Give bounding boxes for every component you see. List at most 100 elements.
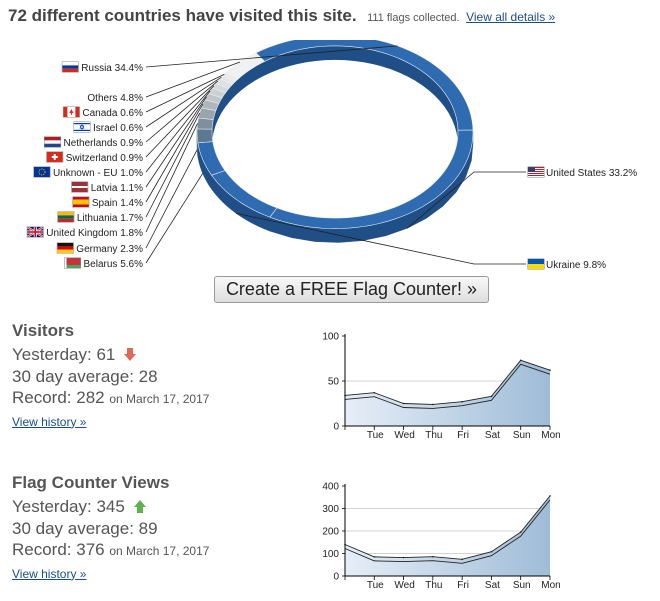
country-ring-chart: United States 33.2% Ukraine 9.8% Belarus 5… [26,40,637,271]
ring-slice-united-states [269,129,474,229]
belarus-flag-icon [64,257,82,269]
countries-title: 72 different countries have visited this… [8,6,357,25]
leader-line [145,61,241,98]
views-view-history-link[interactable]: View history » [12,566,87,581]
data-point [519,359,522,362]
latvia-flag-icon [71,181,89,193]
y-tick-label: 0 [333,422,339,433]
leader-line [406,171,526,229]
legend-label: Israel 0.6% [93,123,143,134]
visitors-average-value: 28 [138,366,158,386]
x-tick-label: Tue [367,430,384,441]
x-tick-label: Tue [367,580,384,591]
ring-inner-wall [212,45,458,146]
x-tick-label: Sat [485,430,500,441]
legend-entry-israel: Israel 0.6% [73,76,222,134]
y-tick-label: 50 [328,377,340,388]
leader-line [145,80,219,143]
eu-flag-icon [33,166,51,178]
israel-flag-icon [73,121,91,133]
data-point [373,391,376,394]
views-heading: Flag Counter Views [12,473,170,492]
legend-label: Latvia 1.1% [91,183,143,194]
germany-flag-icon [56,242,74,254]
views-yesterday-label: Yesterday: [12,497,92,516]
x-tick-label: Thu [425,580,442,591]
visitors-record-date: on March 17, 2017 [109,392,210,406]
netherlands-flag-icon [44,136,61,148]
data-point [432,403,434,406]
x-tick-label: Wed [394,430,414,441]
data-point [461,400,463,403]
x-tick-label: Fri [457,430,469,441]
visitors-yesterday-value: 61 [96,345,116,364]
x-tick-label: Sat [485,580,500,591]
data-point [461,558,463,561]
visitors-average-label: 30 day average: [12,366,134,386]
x-tick-label: Sun [513,580,531,591]
legend-entry-united-kingdom: United Kingdom 1.8% [26,123,198,239]
legend-entry-germany: Germany 2.3% [56,149,198,255]
leader-line [145,45,398,68]
ring-slice-united-kingdom [196,117,214,130]
legend-entry-lithuania: Lithuania 1.7% [57,112,201,224]
legend-label: Netherlands 0.9% [64,138,144,149]
visitors-record-value: 282 [76,388,105,407]
switzerland-flag-icon [46,151,64,163]
views-average-value: 89 [138,518,158,538]
lithuania-flag-icon [57,211,75,223]
view-all-details-link[interactable]: View all details » [466,10,556,24]
data-point [490,395,493,398]
views-record-label: Record: [12,540,72,559]
create-flag-counter-button[interactable]: Create a FREE Flag Counter! » [214,276,489,303]
legend-entry-belarus: Belarus 5.6% [64,173,204,270]
leader-line [145,76,222,128]
series-line-shadow [344,499,551,564]
legend-entry-switzerland: Switzerland 0.9% [46,85,215,164]
flags-collected-text: 111 flags collected. [367,12,460,24]
trend-down-arrow-icon [124,348,137,361]
legend-label: Belarus 5.6% [84,259,144,270]
x-tick-label: Fri [457,580,469,591]
views-record-row: Record: 376 on March 17, 2017 [12,539,209,563]
legend-label: Unknown - EU 1.0% [53,168,143,179]
spain-flag-icon [72,196,90,208]
series-line [344,495,551,560]
legend-label: Russia 34.4% [81,63,143,74]
legend-entry-others: Others 4.8% [87,61,241,104]
visitors-yesterday-row: Yesterday: 61 [12,344,209,366]
visitors-record-row: Record: 282 on March 17, 2017 [12,387,209,411]
leader-line [145,123,198,233]
y-tick-label: 100 [322,549,339,560]
y-tick-label: 0 [333,572,339,583]
legend-entry-unknown-eu: Unknown - EU 1.0% [33,90,211,179]
legend-label: Ukraine 9.8% [546,260,606,271]
visitors-view-history-link[interactable]: View history » [12,414,87,429]
views-record-date: on March 17, 2017 [109,544,210,558]
visitors-stats: Visitors Yesterday: 61 30 day average: 2… [12,321,209,431]
data-point [549,495,551,497]
leader-line [145,90,211,173]
leader-line [145,149,198,249]
legend-label: Spain 1.4% [92,198,143,209]
legend-entry-russia: Russia 34.4% [61,45,398,74]
y-tick-label: 400 [322,482,339,493]
legend-label: Germany 2.3% [76,244,143,255]
views-yesterday-row: Yesterday: 345 [12,496,209,518]
data-point [432,555,434,558]
x-tick-label: Mon [541,430,560,441]
x-tick-label: Mon [541,580,560,591]
leader-line [145,103,204,203]
leader-line [145,73,225,113]
views-area-chart: 0 100 200 300 400 Tue Wed Thu Fri Sat Sun Mon [322,482,560,592]
legend-entry-ukraine: Ukraine 9.8% [235,212,606,271]
uk-flag-icon [26,226,44,238]
x-tick-label: Wed [394,580,414,591]
visitors-average-row: 30 day average: 28 [12,366,209,388]
legend-entry-spain: Spain 1.4% [72,103,204,209]
legend-entry-latvia: Latvia 1.1% [71,96,207,194]
views-stats: Flag Counter Views Yesterday: 345 30 day… [12,473,209,583]
ring-slice-germany [196,128,214,144]
leader-line [145,112,201,218]
leader-line [145,85,215,158]
